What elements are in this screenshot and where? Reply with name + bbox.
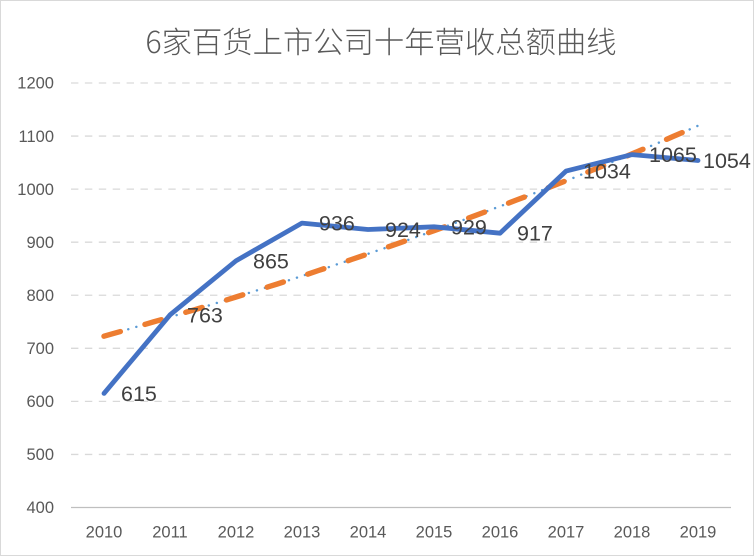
x-tick-label: 2014 [350, 524, 387, 542]
data-label: 1054 [703, 149, 751, 173]
y-tick-label: 1200 [17, 75, 54, 93]
data-label: 924 [385, 218, 421, 242]
y-tick-label: 1000 [17, 181, 54, 199]
data-label: 936 [319, 212, 355, 236]
x-tick-label: 2010 [86, 524, 123, 542]
data-label: 1034 [583, 160, 631, 184]
series-line [101, 152, 701, 396]
y-tick-label: 800 [26, 287, 54, 305]
x-tick-label: 2011 [152, 524, 187, 542]
x-tick-label: 2017 [548, 524, 585, 542]
x-tick-label: 2013 [284, 524, 321, 542]
y-tick-label: 600 [26, 393, 54, 411]
y-tick-label: 700 [26, 340, 54, 358]
data-label: 917 [517, 222, 553, 246]
x-tick-label: 2015 [416, 524, 453, 542]
data-label: 615 [121, 382, 157, 406]
x-tick-label: 2018 [614, 524, 651, 542]
chart-title-layer: 6家百货上市公司十年营收总额曲线 [1, 1, 753, 76]
y-tick-label: 400 [26, 499, 54, 517]
y-tick-label: 1100 [19, 128, 54, 146]
data-label: 763 [187, 303, 223, 327]
x-tick-label: 2016 [482, 524, 519, 542]
data-label: 1065 [649, 143, 697, 167]
y-tick-label: 900 [26, 234, 54, 252]
x-tick-label: 2019 [680, 524, 717, 542]
chart-title-outline [147, 27, 616, 56]
data-label: 929 [451, 215, 487, 239]
y-tick-label: 500 [26, 446, 54, 464]
x-tick-label: 2012 [218, 524, 255, 542]
chart-title: 6家百货上市公司十年营收总额曲线 [145, 23, 615, 59]
data-label: 865 [253, 249, 289, 273]
trendline-dashed [101, 123, 701, 339]
